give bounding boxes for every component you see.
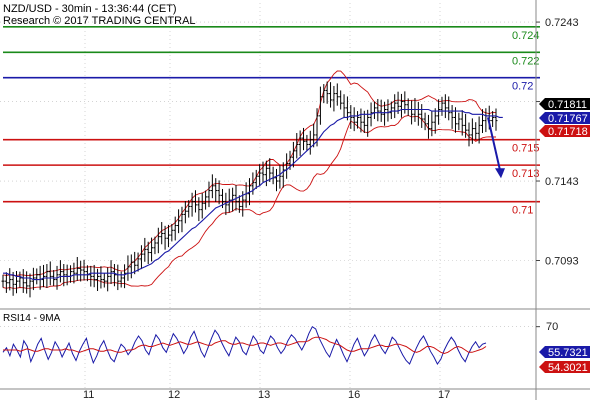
rsi-label: RSI14 - 9MA: [3, 313, 61, 324]
rsi-panel: RSI14 - 9MA 70 55.7321 54.3021: [0, 313, 590, 374]
header: NZD/USD - 30min - 13:36:44 (CET) Researc…: [3, 3, 196, 27]
rsi-tag: [539, 346, 590, 358]
rsi-tag-label: 55.7321: [548, 347, 588, 359]
grid-layer: [0, 3, 536, 389]
rsi-line: [2, 325, 487, 365]
bollinger-lower: [2, 115, 496, 289]
price-series-layer: [1, 81, 503, 298]
price-tag: [539, 98, 590, 110]
projection-layer: [487, 117, 505, 179]
price-tag: [539, 125, 590, 137]
time-tick-label: 13: [258, 389, 270, 400]
level-label: 0.722: [512, 55, 540, 67]
price-tag-label: 0.71811: [548, 99, 587, 111]
rsi-level-label: 70: [546, 321, 558, 333]
level-label: 0.71: [512, 205, 533, 217]
time-tick-label: 12: [168, 389, 180, 400]
rsi-tag-label: 54.3021: [548, 362, 588, 374]
price-tag-label: 0.71718: [548, 126, 588, 138]
chart-title: NZD/USD - 30min - 13:36:44 (CET): [3, 3, 177, 15]
level-label: 0.715: [512, 143, 540, 155]
chart-copyright: Research © 2017 TRADING CENTRAL: [3, 15, 196, 27]
moving-average-line: [3, 108, 503, 281]
projection-arrow-head: [495, 168, 505, 179]
level-lines-layer: 0.724 0.722 0.72 0.715 0.713 0.71: [3, 26, 540, 217]
price-tag-label: 0.71767: [548, 113, 588, 125]
price-tick-label: 0.7143: [545, 176, 579, 188]
level-label: 0.724: [512, 30, 540, 42]
rsi-tag: [539, 361, 590, 373]
level-label: 0.713: [512, 168, 540, 180]
price-tick-label: 0.7243: [545, 17, 579, 29]
projection-arrow-shaft: [487, 117, 501, 171]
time-tick-label: 11: [83, 389, 94, 400]
price-tick-label: 0.7093: [545, 255, 579, 267]
price-tag: [539, 112, 590, 124]
rsi-ma-line: [3, 336, 487, 355]
time-tick-label: 17: [438, 389, 450, 400]
level-label: 0.72: [512, 81, 533, 93]
time-tick-label: 16: [348, 389, 360, 400]
